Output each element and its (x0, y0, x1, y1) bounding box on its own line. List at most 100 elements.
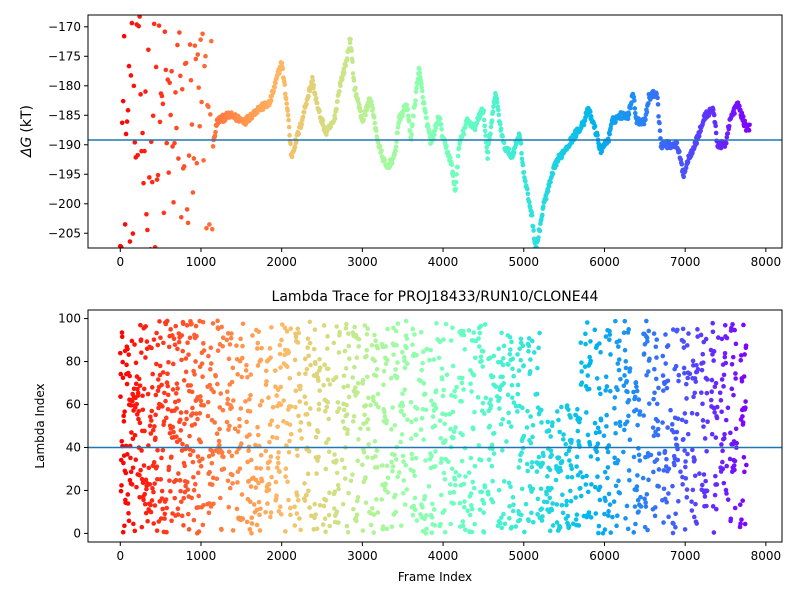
lambda-point (217, 405, 223, 410)
lambda-point (277, 342, 283, 348)
lambda-point (509, 382, 515, 388)
lambda-point (623, 516, 628, 521)
lambda-point (694, 521, 700, 526)
lambda-point (119, 483, 124, 488)
lambda-point (622, 373, 627, 378)
lambda-point (276, 450, 281, 455)
lambda-point (149, 498, 155, 503)
delta-g-point (299, 122, 304, 127)
lambda-point (585, 432, 591, 438)
lambda-point (490, 374, 496, 380)
lambda-point (285, 479, 290, 485)
lambda-point (316, 407, 322, 412)
lambda-point (323, 466, 329, 472)
lambda-point (578, 493, 584, 499)
lambda-point (490, 499, 496, 505)
lambda-point (465, 508, 470, 514)
delta-g-point (537, 228, 543, 234)
delta-g-point (632, 110, 638, 116)
lambda-point (248, 372, 254, 377)
lambda-point (507, 504, 512, 509)
lambda-point (350, 419, 356, 424)
lambda-point (193, 481, 198, 487)
lambda-point (709, 377, 715, 383)
delta-g-point (312, 92, 318, 97)
lambda-point (389, 524, 395, 530)
y-tick-label: −205 (48, 226, 81, 240)
lambda-point (277, 351, 283, 357)
lambda-point (656, 484, 661, 489)
lambda-point (346, 490, 351, 496)
lambda-point (312, 501, 317, 507)
delta-g-point (200, 31, 205, 37)
lambda-point (259, 398, 265, 404)
lambda-point (704, 448, 709, 454)
lambda-point (547, 528, 553, 534)
lambda-point (576, 439, 581, 444)
lambda-point (195, 454, 201, 459)
lambda-point (675, 457, 681, 463)
lambda-point (480, 349, 486, 354)
lambda-point (148, 431, 154, 436)
lambda-point (687, 371, 693, 377)
lambda-point (401, 412, 407, 418)
lambda-point (334, 509, 340, 515)
lambda-point (302, 356, 308, 362)
delta-g-point (395, 130, 400, 136)
delta-g-point (136, 23, 141, 29)
lambda-point (258, 506, 263, 512)
lambda-point (403, 318, 409, 324)
lambda-point (117, 350, 123, 356)
lambda-point (165, 383, 171, 389)
lambda-point (306, 449, 312, 454)
lambda-point (206, 454, 212, 459)
lambda-point (537, 330, 542, 336)
lambda-point (478, 323, 484, 329)
lambda-point (478, 457, 484, 463)
lambda-point (421, 381, 427, 386)
lambda-point (612, 405, 617, 411)
lambda-point (267, 459, 272, 464)
lambda-point (646, 328, 652, 334)
lambda-point (324, 404, 330, 410)
lambda-point (695, 327, 700, 332)
delta-g-point (725, 131, 731, 136)
lambda-point (558, 468, 563, 473)
lambda-point (197, 411, 203, 416)
lambda-point (251, 502, 257, 507)
delta-g-point (169, 68, 174, 74)
lambda-point (356, 336, 362, 342)
lambda-point (295, 326, 301, 332)
lambda-point (656, 385, 661, 391)
lambda-point (132, 342, 137, 347)
lambda-point (353, 385, 358, 390)
lambda-point (525, 408, 530, 414)
lambda-point (172, 495, 178, 501)
lambda-point (617, 338, 622, 344)
lambda-point (714, 415, 720, 421)
lambda-point (733, 426, 739, 432)
lambda-point (654, 457, 660, 462)
delta-g-point (170, 144, 175, 149)
lambda-point (385, 357, 390, 363)
lambda-point (149, 345, 154, 351)
lambda-point (137, 420, 143, 426)
lambda-point (535, 512, 540, 517)
lambda-point (411, 503, 416, 509)
lambda-point (471, 372, 477, 378)
lambda-point (528, 440, 534, 446)
lambda-point (469, 506, 475, 512)
lambda-point (730, 322, 735, 327)
lambda-point (226, 356, 232, 362)
lambda-point (559, 502, 565, 508)
lambda-point (644, 318, 649, 324)
delta-g-point (494, 96, 500, 102)
lambda-point (711, 349, 717, 354)
lambda-point (229, 379, 235, 385)
lambda-point (521, 363, 526, 368)
lambda-point (641, 413, 646, 418)
lambda-point (653, 344, 659, 350)
delta-g-point (646, 101, 651, 106)
lambda-point (155, 342, 161, 348)
